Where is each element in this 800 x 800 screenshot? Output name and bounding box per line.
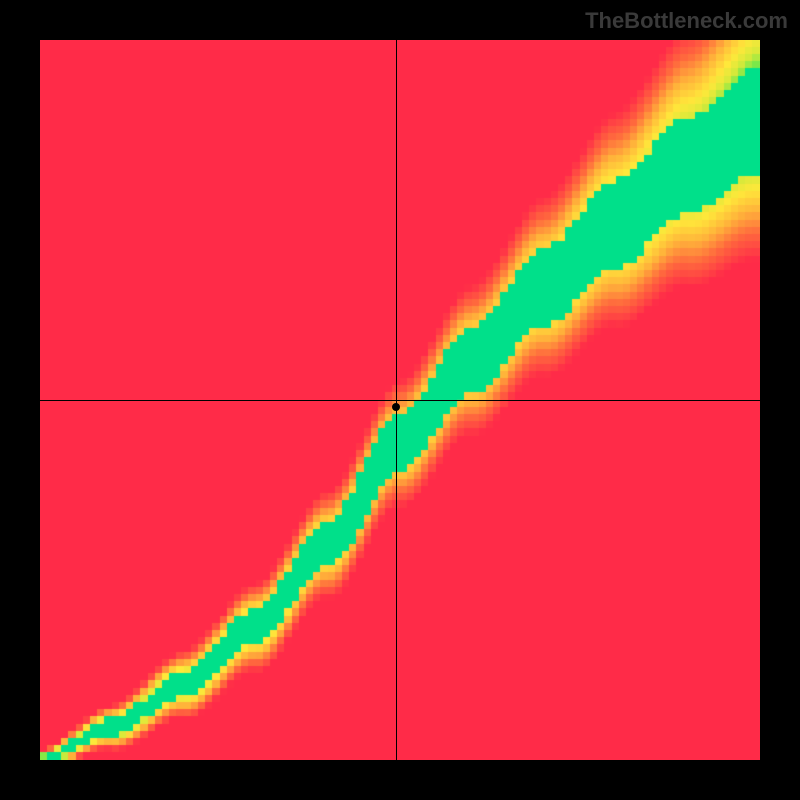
crosshair-horizontal	[40, 400, 760, 401]
watermark-text: TheBottleneck.com	[585, 8, 788, 34]
bottleneck-heatmap	[40, 40, 760, 760]
selection-marker	[392, 403, 400, 411]
